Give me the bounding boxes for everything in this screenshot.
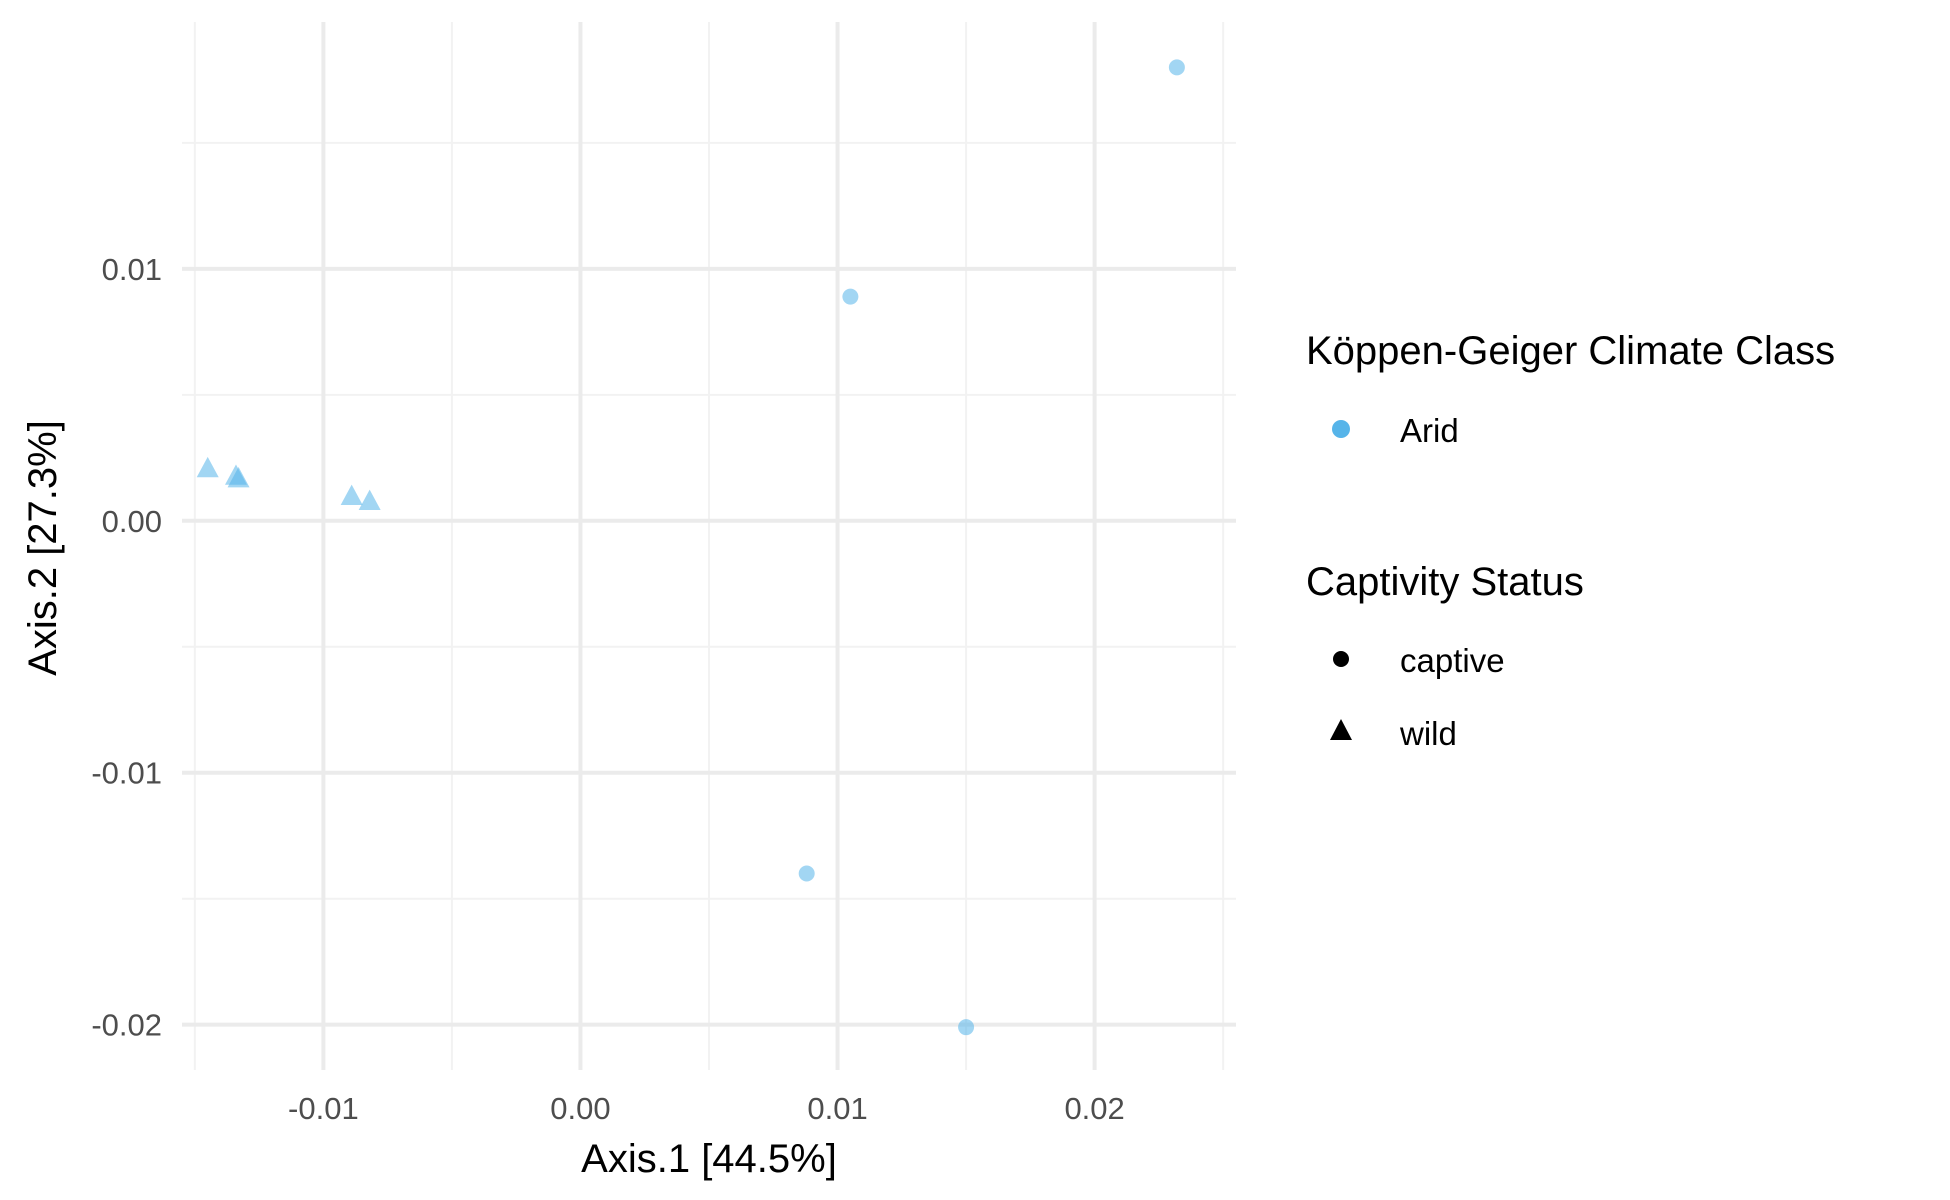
y-tick-label: 0.01 [102,252,162,287]
legend-key-captive [1333,651,1349,667]
x-axis-title: Axis.1 [44.5%] [581,1137,837,1181]
data-point-wild [196,456,219,478]
legend: Köppen-Geiger Climate Class Arid Captivi… [1306,329,1835,752]
y-tick-label: 0.00 [102,504,162,539]
shape-legend-title: Captivity Status [1306,560,1584,604]
y-axis-ticks: -0.02 -0.01 0.00 0.01 [91,252,162,1043]
data-point-wild [340,484,363,505]
legend-key-wild [1330,719,1352,740]
x-tick-label: 0.01 [807,1091,867,1126]
x-tick-label: 0.02 [1064,1091,1124,1126]
x-axis-ticks: -0.01 0.00 0.01 0.02 [288,1091,1125,1126]
data-point-captive [842,288,859,305]
data-point-captive [1168,59,1185,76]
legend-key-arid [1332,420,1350,438]
color-legend-title: Köppen-Geiger Climate Class [1306,329,1835,373]
x-tick-label: 0.00 [550,1091,610,1126]
grid-major [182,22,1236,1070]
data-point-wild [227,466,250,488]
data-point-wild [358,489,381,511]
legend-label-arid: Arid [1400,412,1459,449]
y-tick-label: -0.02 [91,1008,162,1043]
y-axis-title: Axis.2 [27.3%] [21,420,65,676]
data-point-captive [798,865,815,882]
data-points [196,59,1185,1036]
legend-label-wild: wild [1399,715,1457,752]
grid-minor [182,22,1236,1070]
data-point-captive [958,1019,975,1036]
legend-label-captive: captive [1400,642,1505,679]
x-tick-label: -0.01 [288,1091,359,1126]
y-tick-label: -0.01 [91,756,162,791]
